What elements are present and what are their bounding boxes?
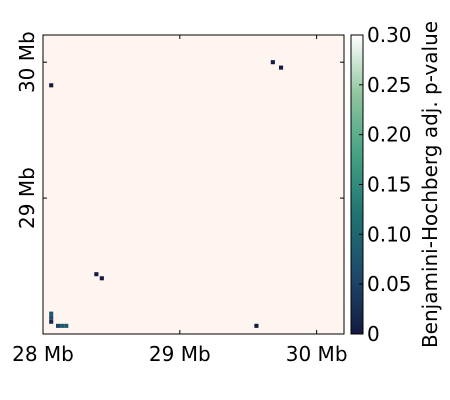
plot-frame <box>42 34 345 335</box>
heatmap-background <box>43 35 344 334</box>
axes: 28 Mb 29 Mb 30 Mb 29 Mb 30 Mb <box>12 31 347 366</box>
heatmap-cell-6 <box>49 315 54 320</box>
colorbar-tick-label-4: 0.20 <box>367 123 412 147</box>
heatmap-cells <box>49 60 284 328</box>
colorbar-tick-label-2: 0.10 <box>367 222 412 246</box>
heatmap-cell-4 <box>99 276 104 281</box>
colorbar-label: Benjamini-Hochberg adj. p-value <box>418 21 442 348</box>
colorbar-tick-label-6: 0.30 <box>367 23 412 47</box>
heatmap-cell-0 <box>49 83 54 88</box>
heatmap-cell-7 <box>49 319 54 324</box>
colorbar: 0 0.05 0.10 0.15 0.20 0.25 0.30 Benjamini-Hochb… <box>350 21 442 348</box>
heatmap-cell-9 <box>60 323 65 328</box>
heatmap-cell-3 <box>94 272 99 277</box>
colorbar-tick-label-3: 0.15 <box>367 173 412 197</box>
x-tick-label-1: 29 Mb <box>149 342 211 366</box>
heatmap-cell-2 <box>279 65 284 70</box>
heatmap-cell-11 <box>254 323 259 328</box>
x-tick-label-2: 30 Mb <box>286 342 348 366</box>
heatmap-cell-10 <box>64 323 69 328</box>
colorbar-tick-label-5: 0.25 <box>367 73 412 97</box>
x-tick-label-0: 28 Mb <box>12 342 74 366</box>
y-tick-label-1: 30 Mb <box>15 31 39 93</box>
heatmap-cell-1 <box>270 60 275 65</box>
heatmap-cell-8 <box>56 323 61 328</box>
colorbar-tick-label-1: 0.05 <box>367 272 412 296</box>
colorbar-tick-label-0: 0 <box>367 322 380 346</box>
colorbar-bar <box>351 35 363 334</box>
heatmap-cell-5 <box>49 311 54 316</box>
y-tick-label-0: 29 Mb <box>15 167 39 229</box>
plot-area <box>43 35 344 334</box>
